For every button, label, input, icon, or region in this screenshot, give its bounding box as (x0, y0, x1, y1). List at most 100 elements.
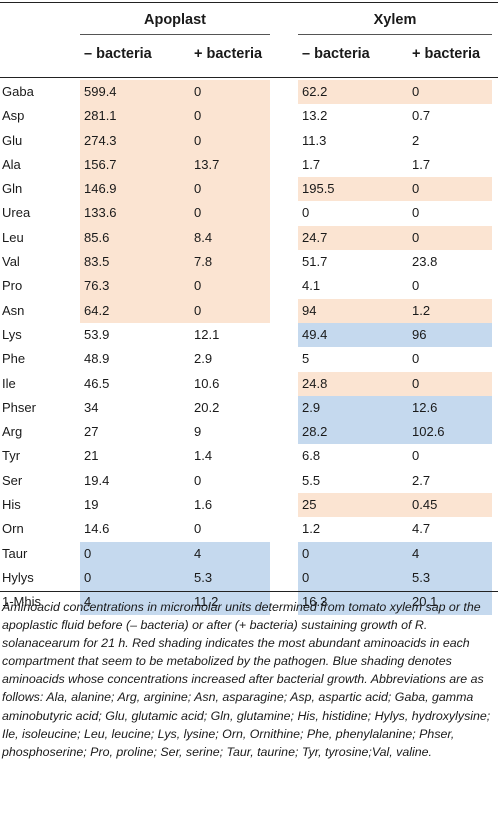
apoplast-plus-value-cell: 10.6 (194, 375, 220, 391)
apoplast-minus-value-cell: 21 (84, 448, 99, 464)
table-row: Tyr 21 1.4 6.8 0 (0, 444, 498, 468)
table-row: Taur 0 4 0 4 (0, 541, 498, 566)
apoplast-plus-value-cell: 5.3 (188, 565, 270, 591)
aminoacid-name-cell: Hylys (2, 569, 34, 585)
aminoacid-name-cell: His (2, 497, 21, 513)
apoplast-minus-value-cell: 76.3 (80, 274, 188, 299)
aminoacid-name-cell: Asp (2, 108, 25, 124)
apoplast-plus-value-cell: 0 (188, 80, 270, 105)
apoplast-plus-value-cell: 11.2 (188, 590, 270, 615)
bottom-rule (0, 591, 498, 592)
xylem-group-header: Xylem (373, 12, 417, 28)
apoplast-plus-value-cell: 2.9 (194, 351, 213, 367)
xylem-minus-value-cell: 16.3 (298, 590, 406, 615)
table-row: Ala 156.7 13.7 1.7 1.7 (0, 152, 498, 178)
top-rule (0, 2, 498, 3)
table-row: Leu 85.6 8.4 24.7 0 (0, 225, 498, 251)
xylem-minus-value-cell: 94 (298, 298, 406, 323)
apoplast-plus-value-cell: 1.6 (194, 497, 213, 513)
table-row: His 19 1.6 25 0.45 (0, 493, 498, 518)
aminoacid-name-cell: Arg (2, 424, 23, 440)
xylem-plus-value-cell: 20.1 (406, 590, 492, 615)
table-row: Orn 14.6 0 1.2 4.7 (0, 517, 498, 541)
apoplast-minus-value-cell: 27 (84, 424, 99, 440)
apoplast-minus-value-cell: 64.2 (80, 298, 188, 323)
aminoacid-name-cell: Val (2, 254, 20, 270)
xylem-minus-value-cell: 28.2 (298, 420, 406, 445)
table-row: Asn 64.2 0 94 1.2 (0, 298, 498, 323)
table-row: Hylys 0 5.3 0 5.3 (0, 565, 498, 591)
xylem-plus-value-cell: 23.8 (412, 254, 438, 270)
table-row: Glu 274.3 0 11.3 2 (0, 128, 498, 153)
aminoacid-name-cell: Glu (2, 132, 23, 148)
xylem-plus-value-cell: 0.7 (412, 108, 431, 124)
aminoacid-name-cell: Ser (2, 472, 23, 488)
xylem-plus-value-cell: 2 (412, 132, 420, 148)
xylem-minus-value-cell: 11.3 (302, 132, 327, 148)
xylem-plus-value-cell: 0 (412, 205, 420, 221)
aminoacid-name-cell: Orn (2, 521, 24, 537)
aminoacid-name-cell: Pro (2, 278, 23, 294)
apoplast-minus-value-cell: 83.5 (80, 250, 188, 275)
xylem-minus-value-cell: 1.2 (302, 521, 321, 537)
xylem-plus-value-cell: 1.7 (412, 156, 431, 172)
xylem-minus-value-cell: 4.1 (302, 278, 321, 294)
xylem-plus-value-cell: 96 (406, 322, 492, 348)
apoplast-plus-value-cell: 1.4 (194, 448, 213, 464)
table-caption: Aminoacid concentrations in micromolar u… (2, 600, 491, 759)
xylem-plus-bacteria-header: + bacteria (412, 46, 481, 62)
aminoacid-name-cell: Tyr (2, 448, 21, 464)
xylem-minus-bacteria-header: – bacteria (302, 46, 370, 62)
xylem-minus-value-cell: 24.7 (298, 225, 406, 251)
apoplast-plus-value-cell: 0 (188, 274, 270, 299)
apoplast-minus-value-cell: 53.9 (84, 326, 110, 342)
apoplast-plus-bacteria-header: + bacteria (194, 46, 263, 62)
apoplast-minus-value-cell: 133.6 (80, 201, 188, 226)
xylem-minus-value-cell: 25 (298, 493, 406, 518)
table-body: Gaba 599.4 0 62.2 0 Asp 281.1 0 13.2 0.7 Glu 274.3 0… (0, 80, 498, 615)
apoplast-plus-value-cell: 0 (194, 521, 202, 537)
apoplast-plus-value-cell: 4 (188, 541, 270, 566)
aminoacid-name-cell: Gln (2, 181, 23, 197)
apoplast-group-header: Apoplast (143, 12, 207, 28)
apoplast-minus-bacteria-header: – bacteria (84, 46, 152, 62)
table-row: Phser 34 20.2 2.9 12.6 (0, 395, 498, 421)
xylem-plus-value-cell: 1.2 (406, 298, 492, 323)
xylem-plus-value-cell: 4.7 (412, 521, 431, 537)
apoplast-minus-value-cell: 0 (80, 541, 188, 566)
table-row: 1-Mhis 4 11.2 16.3 20.1 (0, 590, 498, 615)
xylem-minus-value-cell: 5.5 (302, 472, 321, 488)
header-rule (0, 77, 498, 78)
table-row: Asp 281.1 0 13.2 0.7 (0, 104, 498, 129)
xylem-minus-value-cell: 49.4 (298, 322, 406, 348)
apoplast-plus-value-cell: 8.4 (188, 225, 270, 251)
aminoacid-name-cell: Taur (2, 545, 28, 561)
apoplast-minus-value-cell: 599.4 (80, 80, 188, 105)
xylem-plus-value-cell: 0 (406, 371, 492, 396)
apoplast-group-rule (80, 34, 270, 35)
apoplast-minus-value-cell: 274.3 (80, 128, 188, 153)
xylem-minus-value-cell: 0 (298, 541, 406, 566)
apoplast-plus-value-cell: 0 (188, 128, 270, 153)
apoplast-minus-value-cell: 156.7 (80, 152, 188, 178)
table-row: Urea 133.6 0 0 0 (0, 201, 498, 226)
apoplast-plus-value-cell: 0 (188, 298, 270, 323)
xylem-minus-value-cell: 0 (298, 565, 406, 591)
apoplast-minus-value-cell: 14.6 (84, 521, 110, 537)
table-row: Gaba 599.4 0 62.2 0 (0, 80, 498, 105)
apoplast-minus-value-cell: 281.1 (80, 104, 188, 129)
xylem-minus-value-cell: 13.2 (302, 108, 328, 124)
xylem-plus-value-cell: 102.6 (406, 420, 492, 445)
table-row: Arg 27 9 28.2 102.6 (0, 420, 498, 445)
apoplast-minus-value-cell: 34 (84, 399, 99, 415)
aminoacid-name-cell: Ile (2, 375, 16, 391)
apoplast-minus-value-cell: 48.9 (84, 351, 110, 367)
xylem-plus-value-cell: 0 (406, 80, 492, 105)
table-row: Phe 48.9 2.9 5 0 (0, 347, 498, 371)
xylem-minus-value-cell: 62.2 (298, 80, 406, 105)
xylem-plus-value-cell: 4 (406, 541, 492, 566)
xylem-plus-value-cell: 2.7 (412, 472, 431, 488)
table-row: Val 83.5 7.8 51.7 23.8 (0, 250, 498, 275)
xylem-minus-value-cell: 24.8 (298, 371, 406, 396)
